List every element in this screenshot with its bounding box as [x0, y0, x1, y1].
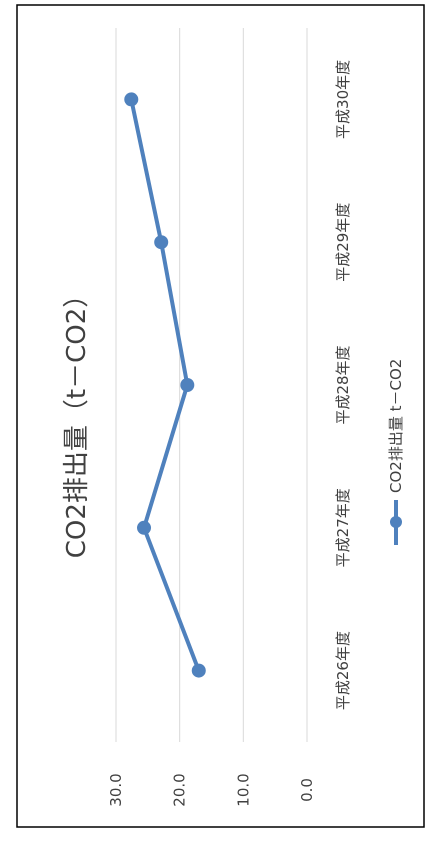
data-point [180, 378, 195, 392]
category-label: 平成26年度 [334, 631, 352, 710]
category-label: 平成30年度 [334, 60, 352, 139]
data-point [124, 92, 139, 107]
legend-marker-icon [390, 516, 402, 528]
chart-border [16, 4, 425, 828]
data-point [154, 235, 169, 250]
gridlines [115, 28, 308, 742]
series-layer [124, 92, 206, 678]
category-label: 平成28年度 [334, 345, 352, 424]
legend: CO2排出量 t－CO2 [387, 359, 405, 545]
data-point [137, 520, 152, 535]
y-tick-label: 0.0 [298, 778, 316, 802]
y-axis-ticks: 0.0 10.0 20.0 30.0 [107, 773, 316, 806]
y-tick-label: 10.0 [234, 773, 252, 806]
category-label: 平成29年度 [334, 203, 352, 282]
y-tick-label: 30.0 [107, 773, 125, 806]
chart-title: CO2排出量（t－CO2） [62, 282, 92, 559]
category-label: 平成27年度 [334, 488, 352, 567]
y-tick-label: 20.0 [171, 773, 189, 806]
legend-label: CO2排出量 t－CO2 [387, 359, 405, 493]
data-point [191, 663, 206, 678]
